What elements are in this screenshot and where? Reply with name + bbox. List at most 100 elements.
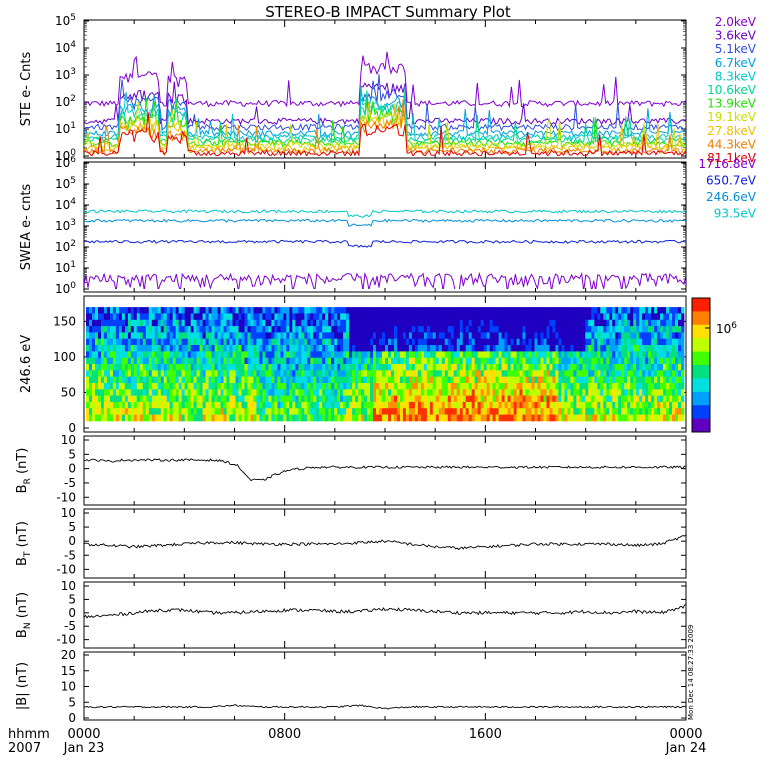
- heat-cell: [438, 338, 443, 346]
- heat-cell: [397, 370, 401, 377]
- heat-cell: [489, 357, 494, 365]
- heat-cell: [235, 319, 239, 327]
- heat-cell: [373, 307, 377, 314]
- heat-cell: [588, 370, 592, 377]
- heat-cell: [397, 401, 401, 409]
- heat-cell: [507, 345, 511, 352]
- heat-cell: [283, 376, 287, 384]
- heat-cell: [543, 313, 547, 321]
- heat-cell: [429, 408, 434, 415]
- heat-cell: [310, 414, 314, 422]
- heat-cell: [540, 383, 544, 390]
- heat-cell: [214, 319, 218, 327]
- heat-cell: [229, 364, 233, 371]
- heat-cell: [510, 351, 514, 359]
- heat-cell: [355, 408, 359, 415]
- xtick-date: Jan 23: [63, 741, 105, 756]
- heat-cell: [561, 408, 565, 415]
- heat-cell: [292, 357, 296, 365]
- heat-cell: [474, 332, 479, 340]
- heat-cell: [232, 401, 236, 409]
- heat-cell: [262, 389, 266, 396]
- heat-cell: [582, 307, 586, 314]
- heat-cell: [280, 370, 284, 377]
- heat-cell: [334, 313, 338, 321]
- heat-cell: [268, 338, 272, 346]
- heat-cell: [588, 345, 592, 352]
- heat-cell: [316, 414, 320, 422]
- heat-cell: [528, 345, 532, 352]
- heat-cell: [298, 326, 302, 333]
- heat-cell: [172, 414, 177, 422]
- heat-cell: [217, 313, 221, 321]
- heat-cell: [561, 364, 565, 371]
- heat-cell: [178, 401, 183, 409]
- heat-cell: [376, 351, 380, 359]
- heat-cell: [630, 364, 634, 371]
- heat-cell: [645, 414, 649, 422]
- heat-cell: [519, 357, 523, 365]
- heat-cell: [89, 351, 93, 359]
- heat-cell: [591, 326, 595, 333]
- heat-cell: [98, 307, 102, 314]
- heat-cell: [394, 376, 398, 384]
- heat-cell: [513, 414, 517, 422]
- heat-cell: [660, 401, 664, 409]
- heat-cell: [654, 319, 658, 327]
- heat-cell: [462, 338, 467, 346]
- ytick-label: 104: [55, 197, 76, 212]
- heat-cell: [127, 395, 132, 403]
- heat-cell: [139, 332, 144, 340]
- heat-cell: [621, 370, 625, 377]
- heat-cell: [450, 313, 455, 321]
- heat-cell: [130, 389, 135, 396]
- heat-cell: [175, 383, 180, 390]
- heat-cell: [202, 376, 206, 384]
- heat-cell: [112, 364, 117, 371]
- heat-cell: [585, 307, 589, 314]
- heat-cell: [558, 364, 562, 371]
- heat-cell: [319, 376, 323, 384]
- heat-cell: [394, 332, 398, 340]
- heat-cell: [98, 351, 102, 359]
- heat-cell: [346, 389, 350, 396]
- heat-cell: [597, 351, 601, 359]
- ytick-base: 10: [55, 149, 70, 163]
- heat-cell: [178, 319, 183, 327]
- heat-cell: [663, 364, 667, 371]
- heat-cell: [172, 345, 177, 352]
- heat-cell: [391, 351, 395, 359]
- heat-cell: [411, 408, 416, 415]
- heat-cell: [591, 313, 595, 321]
- heat-cell: [355, 307, 359, 314]
- heat-cell: [549, 408, 553, 415]
- heat-cell: [367, 408, 371, 415]
- ytick-label: 103: [55, 218, 76, 233]
- heat-cell: [397, 395, 401, 403]
- heat-cell: [253, 389, 257, 396]
- heat-cell: [118, 313, 123, 321]
- heat-cell: [576, 383, 580, 390]
- heat-cell: [175, 326, 180, 333]
- heat-cell: [636, 370, 640, 377]
- heat-cell: [256, 351, 260, 359]
- heat-cell: [139, 401, 144, 409]
- heat-cell: [109, 357, 114, 365]
- heat-cell: [169, 307, 174, 314]
- heat-cell: [202, 338, 206, 346]
- heat-cell: [498, 345, 502, 352]
- heat-cell: [304, 319, 308, 327]
- heat-cell: [576, 332, 580, 340]
- heat-cell: [355, 345, 359, 352]
- heat-cell: [268, 364, 272, 371]
- heat-cell: [645, 351, 649, 359]
- heat-cell: [678, 414, 682, 422]
- heat-cell: [340, 401, 344, 409]
- heat-cell: [376, 364, 380, 371]
- heat-cell: [325, 307, 329, 314]
- heat-cell: [543, 319, 547, 327]
- heat-cell: [160, 326, 165, 333]
- heat-cell: [181, 307, 186, 314]
- heat-cell: [151, 414, 156, 422]
- heat-cell: [681, 389, 685, 396]
